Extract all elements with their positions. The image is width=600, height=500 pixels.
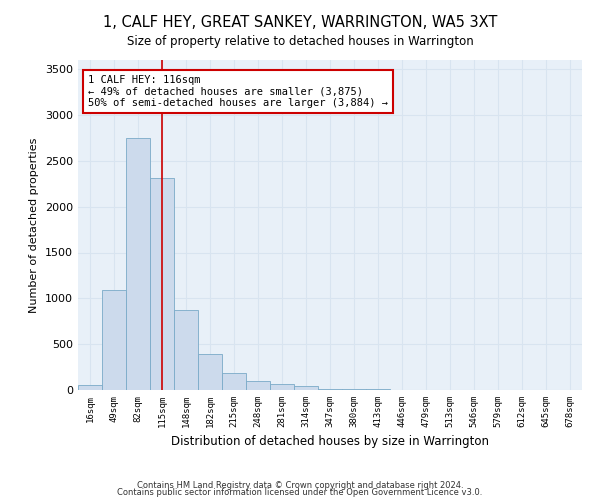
Text: Size of property relative to detached houses in Warrington: Size of property relative to detached ho… bbox=[127, 35, 473, 48]
Bar bbox=[126, 138, 150, 390]
Bar bbox=[150, 178, 174, 390]
Text: 1 CALF HEY: 116sqm
← 49% of detached houses are smaller (3,875)
50% of semi-deta: 1 CALF HEY: 116sqm ← 49% of detached hou… bbox=[88, 75, 388, 108]
Bar bbox=[246, 381, 270, 390]
Text: 1, CALF HEY, GREAT SANKEY, WARRINGTON, WA5 3XT: 1, CALF HEY, GREAT SANKEY, WARRINGTON, W… bbox=[103, 15, 497, 30]
Bar bbox=[318, 388, 342, 390]
Bar bbox=[174, 310, 198, 390]
Bar bbox=[78, 384, 102, 390]
Bar bbox=[342, 389, 366, 390]
Y-axis label: Number of detached properties: Number of detached properties bbox=[29, 138, 40, 312]
X-axis label: Distribution of detached houses by size in Warrington: Distribution of detached houses by size … bbox=[171, 436, 489, 448]
Text: Contains public sector information licensed under the Open Government Licence v3: Contains public sector information licen… bbox=[118, 488, 482, 497]
Bar bbox=[270, 384, 294, 390]
Bar bbox=[198, 354, 222, 390]
Bar bbox=[102, 290, 126, 390]
Bar bbox=[294, 386, 318, 390]
Bar bbox=[222, 373, 246, 390]
Text: Contains HM Land Registry data © Crown copyright and database right 2024.: Contains HM Land Registry data © Crown c… bbox=[137, 480, 463, 490]
